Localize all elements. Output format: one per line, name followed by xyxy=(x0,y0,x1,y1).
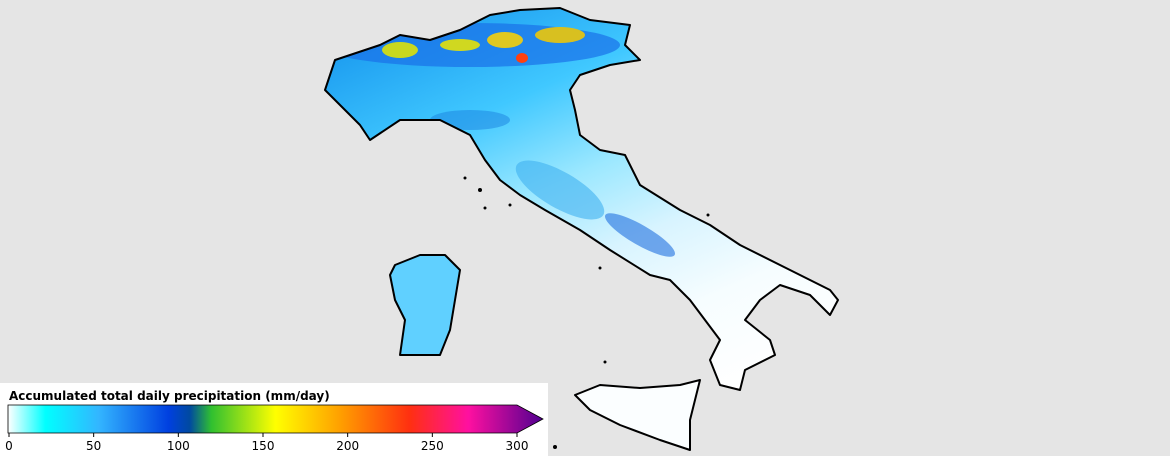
colorbar xyxy=(7,404,544,434)
small-islands xyxy=(463,176,710,449)
tick-label: 250 xyxy=(421,439,444,453)
tick-label: 50 xyxy=(86,439,101,453)
tick-label: 150 xyxy=(252,439,275,453)
colorbar-legend: Accumulated total daily precipitation (m… xyxy=(0,383,548,456)
colorbar-title: Accumulated total daily precipitation (m… xyxy=(9,389,330,403)
sardinia xyxy=(389,254,461,356)
tick-label: 100 xyxy=(167,439,190,453)
tick-label: 0 xyxy=(5,439,13,453)
sicily xyxy=(574,379,701,451)
tick-label: 300 xyxy=(506,439,529,453)
tick-label: 200 xyxy=(336,439,359,453)
mainland xyxy=(324,7,839,391)
